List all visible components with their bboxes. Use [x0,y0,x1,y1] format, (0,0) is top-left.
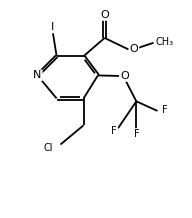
Text: F: F [111,126,117,136]
Text: CH₃: CH₃ [156,37,174,47]
Text: F: F [162,105,168,115]
Text: I: I [51,22,54,32]
Text: Cl: Cl [43,143,53,153]
Text: F: F [134,129,140,139]
Text: N: N [33,70,42,80]
Text: O: O [130,44,138,54]
Text: O: O [120,71,129,81]
Text: O: O [100,10,109,20]
